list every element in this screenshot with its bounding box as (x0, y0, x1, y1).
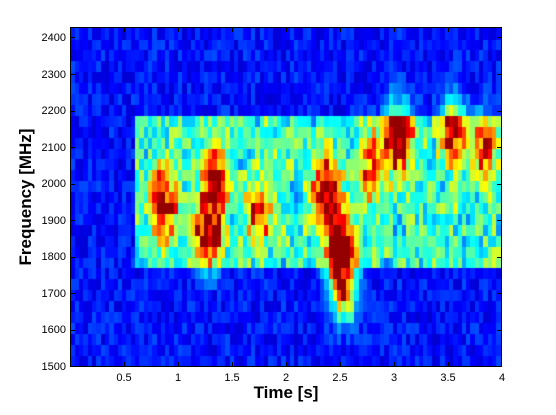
y-tick-label: 1800 (41, 251, 66, 264)
y-tick-mark (497, 147, 501, 149)
y-tick-mark (71, 183, 75, 185)
x-tick-mark (447, 28, 449, 32)
x-tick-label: 1 (174, 372, 182, 384)
x-tick-mark (123, 362, 125, 366)
x-axis-label: Time [s] (253, 383, 319, 402)
x-tick-label: 0.5 (116, 372, 132, 384)
x-tick-mark (447, 362, 449, 366)
x-tick-mark (231, 28, 233, 32)
y-tick-mark (497, 293, 501, 295)
x-tick-mark (339, 28, 341, 32)
spectrogram-heatmap (71, 28, 501, 366)
y-tick-mark (497, 74, 501, 76)
y-tick-label: 2100 (41, 141, 66, 154)
x-tick-mark (285, 28, 287, 32)
x-tick-label: 2 (282, 372, 290, 384)
y-tick-mark (71, 147, 75, 149)
y-tick-mark (71, 110, 75, 112)
y-tick-mark (497, 220, 501, 222)
y-tick-mark (71, 293, 75, 295)
y-axis-label: Frequency [MHz] (16, 128, 35, 266)
x-tick-mark (393, 362, 395, 366)
y-tick-label: 1600 (41, 324, 66, 337)
x-tick-label: 4 (498, 372, 506, 384)
y-tick-label: 2200 (41, 105, 66, 118)
plot-area (70, 27, 502, 367)
x-tick-mark (177, 362, 179, 366)
x-tick-mark (231, 362, 233, 366)
y-tick-label: 2000 (41, 178, 66, 191)
y-tick-mark (497, 256, 501, 258)
y-tick-mark (71, 256, 75, 258)
y-tick-mark (71, 37, 75, 39)
y-tick-mark (497, 110, 501, 112)
y-tick-mark (71, 220, 75, 222)
y-tick-label: 1500 (41, 361, 66, 373)
y-tick-label: 1700 (41, 287, 66, 300)
x-tick-label: 2.5 (332, 372, 348, 384)
y-tick-mark (71, 329, 75, 331)
y-tick-mark (497, 37, 501, 39)
y-tick-label: 2400 (41, 31, 66, 44)
y-tick-label: 2300 (41, 68, 66, 81)
x-tick-mark (123, 28, 125, 32)
x-tick-mark (285, 362, 287, 366)
y-tick-mark (497, 329, 501, 331)
x-tick-label: 3 (390, 372, 398, 384)
x-tick-label: 3.5 (440, 372, 456, 384)
y-tick-label: 1900 (41, 214, 66, 227)
x-tick-label: 1.5 (224, 372, 240, 384)
x-tick-mark (339, 362, 341, 366)
x-tick-mark (177, 28, 179, 32)
y-tick-mark (497, 183, 501, 185)
x-tick-mark (393, 28, 395, 32)
y-tick-mark (71, 74, 75, 76)
